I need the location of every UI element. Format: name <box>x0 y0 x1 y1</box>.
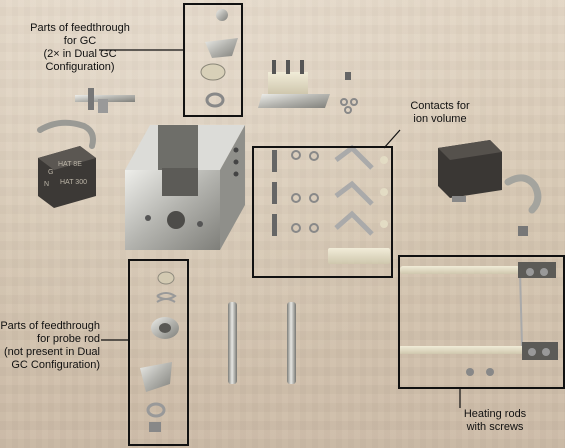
probe-rod-feedthrough-parts <box>140 271 179 432</box>
probe-rod-2 <box>287 302 296 384</box>
dark-block-right <box>438 140 502 198</box>
label-heating-rods: Heating rods with screws <box>463 408 527 433</box>
probe-bracket <box>75 88 135 113</box>
plate-marking-1: HAT 8E <box>58 161 82 168</box>
heating-rods-parts <box>398 262 558 376</box>
callout-box-gc <box>183 3 243 117</box>
label-contacts-ion-volume: Contacts for ion volume <box>410 100 470 125</box>
plate-marking-3: G <box>48 169 54 176</box>
main-block-housing <box>125 125 245 250</box>
gc-feedthrough-parts <box>200 9 238 108</box>
callout-box-heating <box>398 255 565 389</box>
callout-box-probe-rod <box>128 259 189 446</box>
probe-rod-1 <box>228 302 237 384</box>
callout-box-contacts <box>252 146 393 278</box>
plate-marking-4: N <box>44 181 50 188</box>
spring-clip-right <box>504 174 542 214</box>
plate-marking-2: HAT 300 <box>60 179 87 186</box>
spring-clip-left <box>37 119 96 149</box>
label-feedthrough-probe-rod: Parts of feedthrough for probe rod (not … <box>0 320 100 371</box>
leader-contacts <box>383 129 401 149</box>
top-bracket <box>258 60 330 108</box>
ion-volume-contacts <box>272 144 390 264</box>
label-feedthrough-gc: Parts of feedthrough for GC (2× in Dual … <box>30 22 130 73</box>
hat-plate <box>38 146 96 208</box>
